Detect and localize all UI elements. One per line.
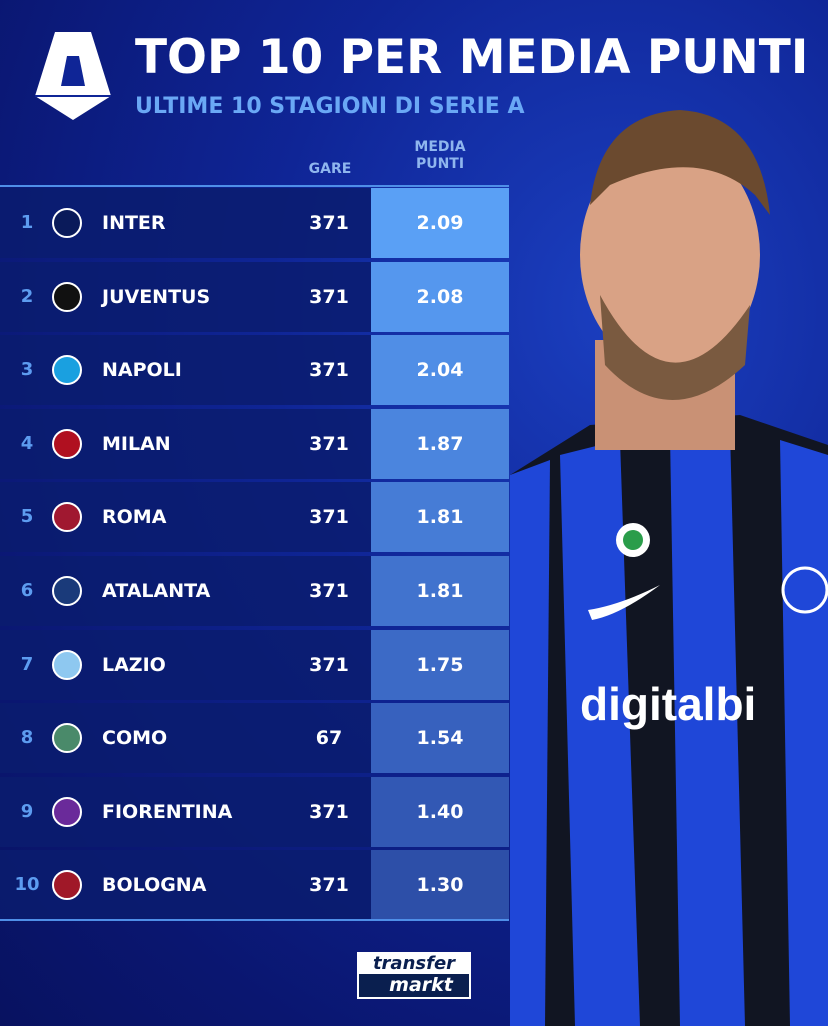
table-row: 10 BOLOGNA 371 1.30 bbox=[0, 850, 509, 921]
gare-value: 371 bbox=[309, 874, 349, 897]
media-punti-value: 2.09 bbox=[371, 188, 509, 258]
team-crest-icon bbox=[52, 355, 82, 386]
svg-text:digitalbi: digitalbi bbox=[580, 678, 756, 730]
table-row: 3 NAPOLI 371 2.04 bbox=[0, 335, 509, 406]
team-crest-icon bbox=[52, 281, 82, 312]
table-row: 2 JUVENTUS 371 2.08 bbox=[0, 261, 509, 332]
team-name: FIORENTINA bbox=[102, 800, 233, 823]
team-crest-icon bbox=[52, 208, 82, 238]
media-punti-value: 1.81 bbox=[371, 482, 509, 553]
rank: 4 bbox=[20, 432, 34, 454]
team-name: LAZIO bbox=[102, 653, 166, 676]
transfermarkt-logo: transfer markt bbox=[357, 952, 471, 999]
rank: 10 bbox=[14, 874, 40, 896]
gare-value: 67 bbox=[315, 727, 343, 750]
gare-value: 371 bbox=[309, 506, 349, 529]
gare-value: 371 bbox=[309, 653, 349, 676]
rank: 1 bbox=[20, 212, 34, 233]
media-punti-value: 1.40 bbox=[371, 776, 509, 847]
media-punti-value: 2.08 bbox=[371, 261, 509, 332]
team-crest-icon bbox=[52, 428, 82, 459]
gare-value: 371 bbox=[309, 432, 349, 455]
table-row: 8 COMO 67 1.54 bbox=[0, 703, 509, 774]
team-crest-icon bbox=[52, 649, 82, 680]
column-header-punti: PUNTI bbox=[415, 156, 465, 172]
rank: 7 bbox=[20, 653, 34, 675]
serie-a-logo bbox=[35, 32, 111, 120]
media-punti-value: 1.30 bbox=[371, 850, 509, 921]
team-name: INTER bbox=[102, 212, 166, 234]
media-punti-value: 1.81 bbox=[371, 556, 509, 626]
player-photo: digitalbi bbox=[510, 110, 828, 1026]
gare-value: 371 bbox=[309, 359, 349, 382]
team-crest-icon bbox=[52, 576, 82, 606]
media-punti-value: 1.54 bbox=[371, 703, 509, 774]
gare-value: 371 bbox=[309, 212, 349, 234]
brand-text-2: markt bbox=[359, 974, 469, 997]
team-name: ATALANTA bbox=[102, 580, 211, 602]
team-name: COMO bbox=[102, 727, 168, 750]
gare-value: 371 bbox=[309, 580, 349, 602]
gare-value: 371 bbox=[309, 285, 349, 308]
brand-text-1: transfer bbox=[359, 954, 469, 974]
rank: 9 bbox=[20, 800, 34, 822]
rank: 6 bbox=[20, 580, 34, 601]
rank: 2 bbox=[20, 285, 34, 307]
table-row: 6 ATALANTA 371 1.81 bbox=[0, 556, 509, 626]
rank: 3 bbox=[20, 359, 34, 381]
column-header-gare: GARE bbox=[308, 161, 352, 177]
team-crest-icon bbox=[52, 502, 82, 533]
rank: 5 bbox=[20, 506, 34, 528]
team-name: JUVENTUS bbox=[102, 285, 211, 308]
table-row: 9 FIORENTINA 371 1.40 bbox=[0, 776, 509, 847]
table-row: 1 INTER 371 2.09 bbox=[0, 188, 509, 258]
team-crest-icon bbox=[52, 723, 82, 754]
table-top-divider bbox=[0, 185, 509, 187]
media-punti-value: 1.87 bbox=[371, 408, 509, 479]
table-row: 5 ROMA 371 1.81 bbox=[0, 482, 509, 553]
media-punti-value: 2.04 bbox=[371, 335, 509, 406]
column-header-media: MEDIA bbox=[414, 139, 466, 155]
page-title: TOP 10 PER MEDIA PUNTI bbox=[135, 30, 809, 85]
team-name: ROMA bbox=[102, 506, 167, 529]
team-name: MILAN bbox=[102, 432, 171, 455]
team-crest-icon bbox=[52, 870, 82, 901]
column-header-media-punti: MEDIA PUNTI bbox=[400, 139, 480, 173]
team-crest-icon bbox=[52, 796, 82, 827]
team-name: BOLOGNA bbox=[102, 874, 207, 897]
rank: 8 bbox=[20, 727, 34, 749]
team-name: NAPOLI bbox=[102, 359, 182, 382]
table-row: 4 MILAN 371 1.87 bbox=[0, 408, 509, 479]
table-row: 7 LAZIO 371 1.75 bbox=[0, 629, 509, 700]
media-punti-value: 1.75 bbox=[371, 629, 509, 700]
page-subtitle: ULTIME 10 STAGIONI DI SERIE A bbox=[135, 94, 525, 119]
gare-value: 371 bbox=[309, 800, 349, 823]
table-bottom-divider bbox=[0, 919, 509, 921]
